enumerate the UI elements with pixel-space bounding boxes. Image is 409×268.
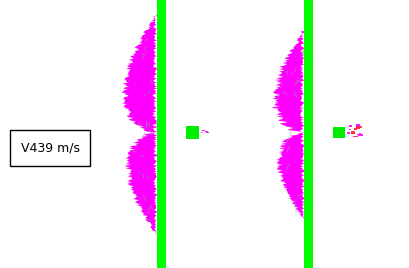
Bar: [157, 0, 166, 268]
Polygon shape: [121, 15, 157, 133]
Bar: [347, 132, 350, 133]
Bar: [356, 127, 360, 129]
Bar: [201, 132, 202, 133]
Bar: [186, 126, 199, 139]
Bar: [357, 134, 358, 135]
Polygon shape: [276, 133, 304, 218]
Bar: [351, 133, 353, 134]
Bar: [333, 127, 345, 138]
Bar: [357, 125, 362, 128]
Bar: [353, 136, 356, 137]
Bar: [349, 125, 352, 127]
Bar: [354, 128, 357, 130]
Bar: [357, 125, 360, 126]
Bar: [205, 131, 208, 132]
Bar: [355, 136, 357, 137]
Bar: [356, 124, 360, 126]
Bar: [359, 133, 361, 134]
Polygon shape: [125, 133, 157, 234]
Bar: [351, 131, 355, 134]
Text: V439 m/s: V439 m/s: [20, 142, 80, 155]
Polygon shape: [272, 31, 304, 133]
Bar: [10, 130, 90, 166]
Bar: [202, 130, 205, 131]
Bar: [358, 135, 363, 136]
Bar: [356, 125, 359, 126]
Bar: [206, 132, 209, 133]
Bar: [304, 0, 313, 268]
